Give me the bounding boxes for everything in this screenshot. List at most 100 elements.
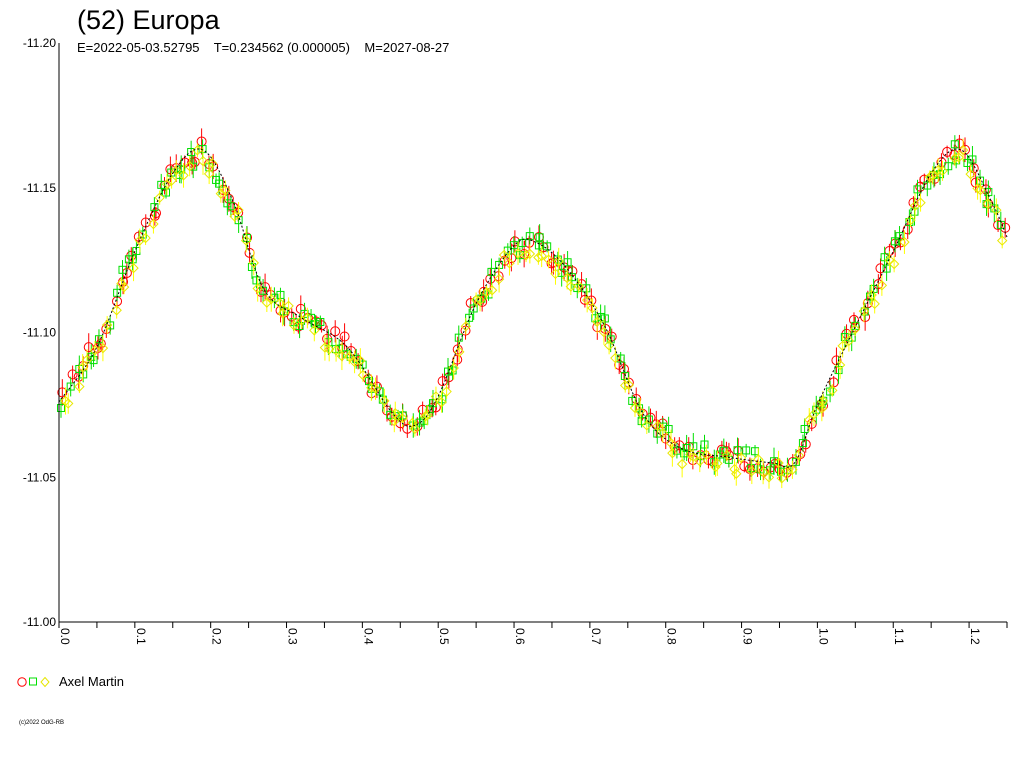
data-point-square bbox=[343, 350, 352, 359]
data-point-diamond bbox=[793, 450, 804, 461]
data-point-square bbox=[444, 367, 453, 376]
data-point-circle bbox=[330, 326, 341, 337]
data-point-square bbox=[834, 366, 843, 375]
x-tick-label: 0.0 bbox=[58, 628, 72, 645]
x-tick-label: 0.2 bbox=[210, 628, 224, 645]
data-point-square bbox=[890, 237, 899, 246]
data-point-circle bbox=[223, 193, 234, 204]
data-point-square bbox=[895, 232, 904, 241]
data-point-diamond bbox=[441, 386, 452, 397]
data-point-diamond bbox=[357, 369, 369, 381]
data-point-square bbox=[635, 404, 644, 413]
data-point-square bbox=[535, 233, 544, 242]
data-point-diamond bbox=[565, 281, 577, 292]
x-ticks: 0.0 0.1 0.2 0.3 0.4 0.5 0.6 0.7 0.8 0.9 1.0 1.1 1.2 bbox=[58, 622, 1008, 645]
data-point-square bbox=[157, 180, 166, 189]
data-point-square bbox=[910, 207, 919, 216]
x-tick-label: 0.1 bbox=[134, 628, 148, 645]
data-point-square bbox=[56, 404, 65, 413]
data-point-diamond bbox=[302, 312, 313, 324]
data-point-diamond bbox=[474, 294, 486, 306]
data-point-diamond bbox=[140, 232, 151, 244]
data-point-diamond bbox=[641, 420, 653, 431]
data-point-square bbox=[812, 405, 821, 414]
data-points bbox=[56, 128, 1011, 489]
data-point-diamond bbox=[220, 185, 231, 196]
data-point-square bbox=[700, 440, 709, 449]
data-point-square bbox=[680, 449, 689, 458]
data-point-diamond bbox=[330, 345, 342, 356]
data-point-diamond bbox=[436, 397, 447, 408]
data-point-diamond bbox=[178, 170, 189, 181]
data-point-diamond bbox=[665, 437, 677, 449]
data-point-diamond bbox=[982, 198, 994, 209]
data-point-diamond bbox=[710, 461, 721, 473]
data-point-diamond bbox=[876, 280, 888, 291]
data-point-diamond bbox=[965, 168, 976, 180]
data-point-square bbox=[600, 314, 609, 323]
data-point-diamond bbox=[134, 235, 146, 246]
data-point-diamond bbox=[773, 457, 784, 469]
data-point-diamond bbox=[667, 447, 678, 459]
data-point-diamond bbox=[629, 402, 641, 414]
y-tick-label: -11.10 bbox=[23, 326, 56, 340]
data-point-diamond bbox=[927, 170, 938, 181]
data-point-diamond bbox=[154, 192, 165, 203]
data-point-square bbox=[950, 140, 959, 149]
data-point-square bbox=[66, 382, 75, 391]
data-point-square bbox=[215, 179, 224, 188]
data-point-diamond bbox=[957, 144, 969, 156]
data-point-circle bbox=[942, 146, 953, 157]
data-point-diamond bbox=[148, 218, 159, 230]
data-point-square bbox=[769, 457, 778, 466]
data-point-square bbox=[106, 321, 115, 330]
data-point-diamond bbox=[74, 381, 85, 392]
chart-subtitle: E=2022-05-03.52795 T=0.234562 (0.000005)… bbox=[77, 40, 450, 55]
data-point-square bbox=[733, 446, 742, 455]
data-point-diamond bbox=[634, 406, 646, 417]
data-point-diamond bbox=[197, 155, 209, 167]
data-point-square bbox=[567, 273, 576, 282]
data-point-diamond bbox=[753, 454, 764, 465]
data-point-square bbox=[454, 333, 463, 342]
data-point-square bbox=[557, 268, 566, 277]
data-point-square bbox=[664, 425, 673, 434]
data-point-square bbox=[469, 304, 478, 313]
data-point-diamond bbox=[266, 294, 277, 305]
data-point-diamond bbox=[949, 153, 961, 164]
data-point-diamond bbox=[729, 463, 740, 475]
data-point-square bbox=[247, 262, 256, 271]
data-point-square bbox=[944, 162, 953, 171]
data-point-diamond bbox=[543, 254, 554, 265]
data-point-circle bbox=[95, 338, 106, 349]
data-point-diamond bbox=[389, 415, 400, 427]
data-point-diamond bbox=[937, 165, 948, 177]
data-point-diamond bbox=[899, 236, 910, 248]
data-point-square bbox=[162, 188, 171, 197]
data-point-circle bbox=[339, 331, 350, 342]
data-point-diamond bbox=[688, 451, 699, 462]
data-point-diamond bbox=[561, 272, 573, 284]
data-point-diamond bbox=[808, 409, 820, 420]
data-point-diamond bbox=[888, 258, 900, 270]
data-point-square bbox=[756, 465, 765, 474]
data-point-diamond bbox=[504, 258, 515, 269]
chart-title: (52) Europa bbox=[77, 5, 220, 35]
y-ticks: -11.20 -11.15 -11.10 -11.05 -11.00 bbox=[23, 36, 56, 629]
x-tick-label: 1.0 bbox=[816, 628, 830, 645]
data-point-diamond bbox=[884, 255, 895, 266]
y-tick-label: -11.00 bbox=[23, 615, 56, 629]
data-point-diamond bbox=[370, 383, 381, 394]
data-point-diamond bbox=[89, 345, 101, 356]
data-point-circle bbox=[739, 461, 750, 472]
data-point-diamond bbox=[63, 398, 74, 409]
y-tick-label: -11.05 bbox=[23, 470, 56, 484]
data-point-diamond bbox=[623, 379, 635, 391]
data-point-diamond bbox=[975, 184, 986, 196]
data-point-diamond bbox=[849, 324, 861, 335]
data-point-diamond bbox=[837, 340, 848, 352]
data-point-diamond bbox=[915, 197, 926, 208]
data-point-diamond bbox=[349, 356, 360, 368]
data-point-diamond bbox=[288, 320, 300, 331]
